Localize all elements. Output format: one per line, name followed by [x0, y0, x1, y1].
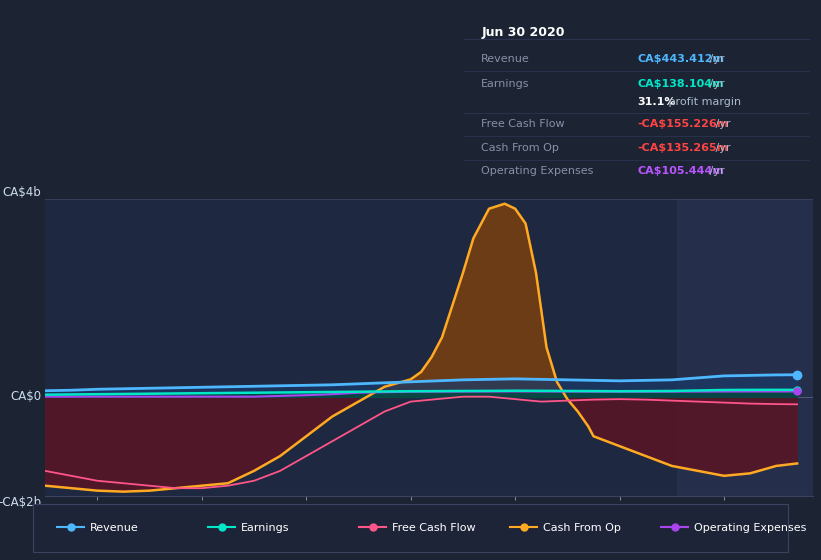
Text: profit margin: profit margin	[665, 97, 741, 107]
Text: Free Cash Flow: Free Cash Flow	[481, 119, 565, 129]
Text: CA$443.412m: CA$443.412m	[637, 54, 724, 63]
Text: Operating Expenses: Operating Expenses	[694, 523, 806, 533]
Text: Revenue: Revenue	[89, 523, 138, 533]
Text: /yr: /yr	[706, 166, 724, 176]
Text: Free Cash Flow: Free Cash Flow	[392, 523, 475, 533]
Text: -CA$2b: -CA$2b	[0, 496, 41, 508]
Text: CA$138.104m: CA$138.104m	[637, 79, 724, 89]
Text: -CA$135.265m: -CA$135.265m	[637, 143, 728, 153]
Text: Cash From Op: Cash From Op	[543, 523, 621, 533]
Text: Cash From Op: Cash From Op	[481, 143, 559, 153]
Text: Earnings: Earnings	[481, 79, 530, 89]
Text: -CA$155.226m: -CA$155.226m	[637, 119, 728, 129]
Text: /yr: /yr	[706, 79, 724, 89]
Text: /yr: /yr	[712, 143, 731, 153]
Text: /yr: /yr	[712, 119, 731, 129]
Text: 31.1%: 31.1%	[637, 97, 676, 107]
Bar	[677, 199, 813, 496]
Text: Jun 30 2020: Jun 30 2020	[481, 26, 565, 39]
Text: CA$0: CA$0	[10, 390, 41, 403]
Text: Operating Expenses: Operating Expenses	[481, 166, 594, 176]
Text: CA$4b: CA$4b	[2, 186, 41, 199]
Text: Earnings: Earnings	[241, 523, 289, 533]
FancyBboxPatch shape	[33, 504, 788, 552]
Text: Revenue: Revenue	[481, 54, 530, 63]
Text: /yr: /yr	[706, 54, 724, 63]
Text: CA$105.444m: CA$105.444m	[637, 166, 724, 176]
